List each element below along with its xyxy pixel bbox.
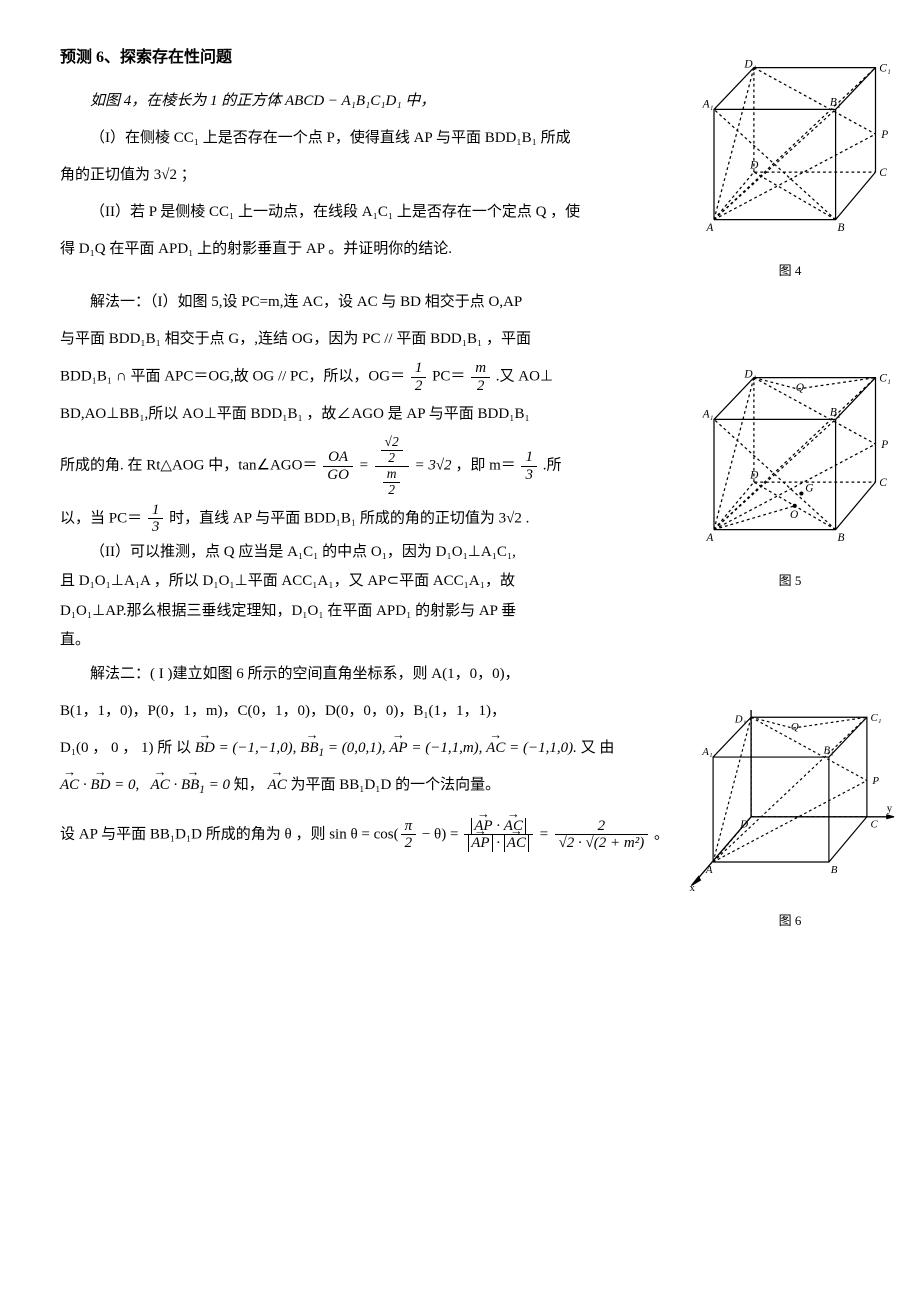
svg-text:B: B	[838, 532, 845, 544]
svg-text:A: A	[705, 864, 713, 876]
sol1-p3: BDD₁B₁ ∩ 平面 APC＝OG,故 OG // PC，所以，OG＝ 12 …	[60, 360, 660, 394]
svg-text:D₁: D₁	[734, 714, 747, 726]
svg-text:D: D	[749, 469, 759, 481]
figure-5: A B C D A₁ B₁ C₁ D₁ P Q O G 图 5	[680, 370, 900, 596]
svg-text:B₁: B₁	[830, 97, 841, 109]
figure-6: A B C D A₁ B₁ C₁ D₁ P Q z y x 图 6	[680, 710, 900, 936]
svg-text:B₁: B₁	[830, 407, 841, 419]
problem-part2-b: 得 D₁Q 在平面 APD₁ 上的射影垂直于 AP 。并证明你的结论.	[60, 233, 660, 266]
svg-text:P: P	[880, 129, 888, 141]
svg-text:A: A	[705, 222, 713, 234]
problem-part1-b: 角的正切值为 3√2 ；	[60, 159, 660, 192]
svg-text:C: C	[879, 167, 887, 179]
sol1-part2-2: 且 D₁O₁⊥A₁A ，所以 D₁O₁⊥平面 ACC₁A₁，又 AP⊂平面 AC…	[60, 569, 660, 595]
figure-4: A B C D A₁ B₁ C₁ D₁ P 图 4	[680, 60, 900, 286]
sol1-p5: 所成的角. 在 Rt△AOG 中，tan∠AGO＝ OAGO = √22m2 =…	[60, 435, 660, 497]
sol1-p4: BD,AO⊥BB₁,所以 AO⊥平面 BDD₁B₁ ，故∠AGO 是 AP 与平…	[60, 398, 660, 431]
sol2-p1: 解法二：( I )建立如图 6 所示的空间直角坐标系，则 A(1，0，0)，	[60, 658, 660, 691]
sol1-part2-3: D₁O₁⊥AP.那么根据三垂线定理知，D₁O₁ 在平面 APD₁ 的射影与 AP…	[60, 599, 660, 625]
svg-text:Q: Q	[791, 721, 799, 733]
svg-text:C₁: C₁	[871, 712, 882, 724]
svg-text:O: O	[790, 509, 798, 521]
svg-text:D₁: D₁	[743, 60, 756, 71]
svg-text:A: A	[705, 532, 713, 544]
svg-text:A₁: A₁	[702, 409, 714, 421]
problem-part1-a: （I）在侧棱 CC₁ 上是否存在一个点 P，使得直线 AP 与平面 BDD₁B₁…	[60, 122, 660, 155]
svg-text:A₁: A₁	[701, 746, 713, 758]
fig5-caption: 图 5	[680, 567, 900, 596]
svg-text:P: P	[880, 439, 888, 451]
svg-text:D₁: D₁	[743, 370, 756, 381]
svg-text:B₁: B₁	[823, 744, 834, 756]
svg-text:y: y	[887, 802, 893, 814]
fig6-caption: 图 6	[680, 907, 900, 936]
sol1-p6: 以，当 PC＝ 13 时，直线 AP 与平面 BDD₁B₁ 所成的角的正切值为 …	[60, 502, 660, 536]
svg-text:C: C	[871, 819, 879, 831]
problem-intro: 如图 4，在棱长为 1 的正方体 ABCD − A₁B₁C₁D₁ 中，	[60, 85, 660, 118]
sol1-p2: 与平面 BDD₁B₁ 相交于点 G，,连结 OG，因为 PC // 平面 BDD…	[60, 323, 660, 356]
svg-text:C₁: C₁	[879, 62, 891, 74]
svg-text:D: D	[749, 159, 759, 171]
problem-part2-a: （II）若 P 是侧棱 CC₁ 上一动点，在线段 A₁C₁ 上是否存在一个定点 …	[60, 196, 660, 229]
svg-text:C₁: C₁	[879, 372, 891, 384]
sol1-part2-4: 直。	[60, 628, 660, 654]
sol1-p1: 解法一：（I）如图 5,设 PC=m,连 AC，设 AC 与 BD 相交于点 O…	[60, 286, 660, 319]
svg-text:B: B	[831, 864, 838, 876]
sol1-part2-1: （II）可以推测，点 Q 应当是 A₁C₁ 的中点 O₁，因为 D₁O₁⊥A₁C…	[60, 540, 660, 566]
svg-text:A₁: A₁	[702, 99, 714, 111]
svg-text:z: z	[757, 710, 762, 711]
sol2-p2: B(1，1，0)，P(0，1，m)，C(0，1，0)，D(0，0，0)，B₁(1…	[60, 695, 660, 728]
svg-text:Q: Q	[796, 382, 805, 394]
svg-text:x: x	[690, 882, 696, 894]
svg-text:D: D	[739, 819, 748, 831]
fig4-caption: 图 4	[680, 257, 900, 286]
svg-text:B: B	[838, 222, 845, 234]
svg-text:C: C	[879, 477, 887, 489]
svg-text:G: G	[805, 483, 813, 495]
svg-text:P: P	[871, 775, 879, 787]
